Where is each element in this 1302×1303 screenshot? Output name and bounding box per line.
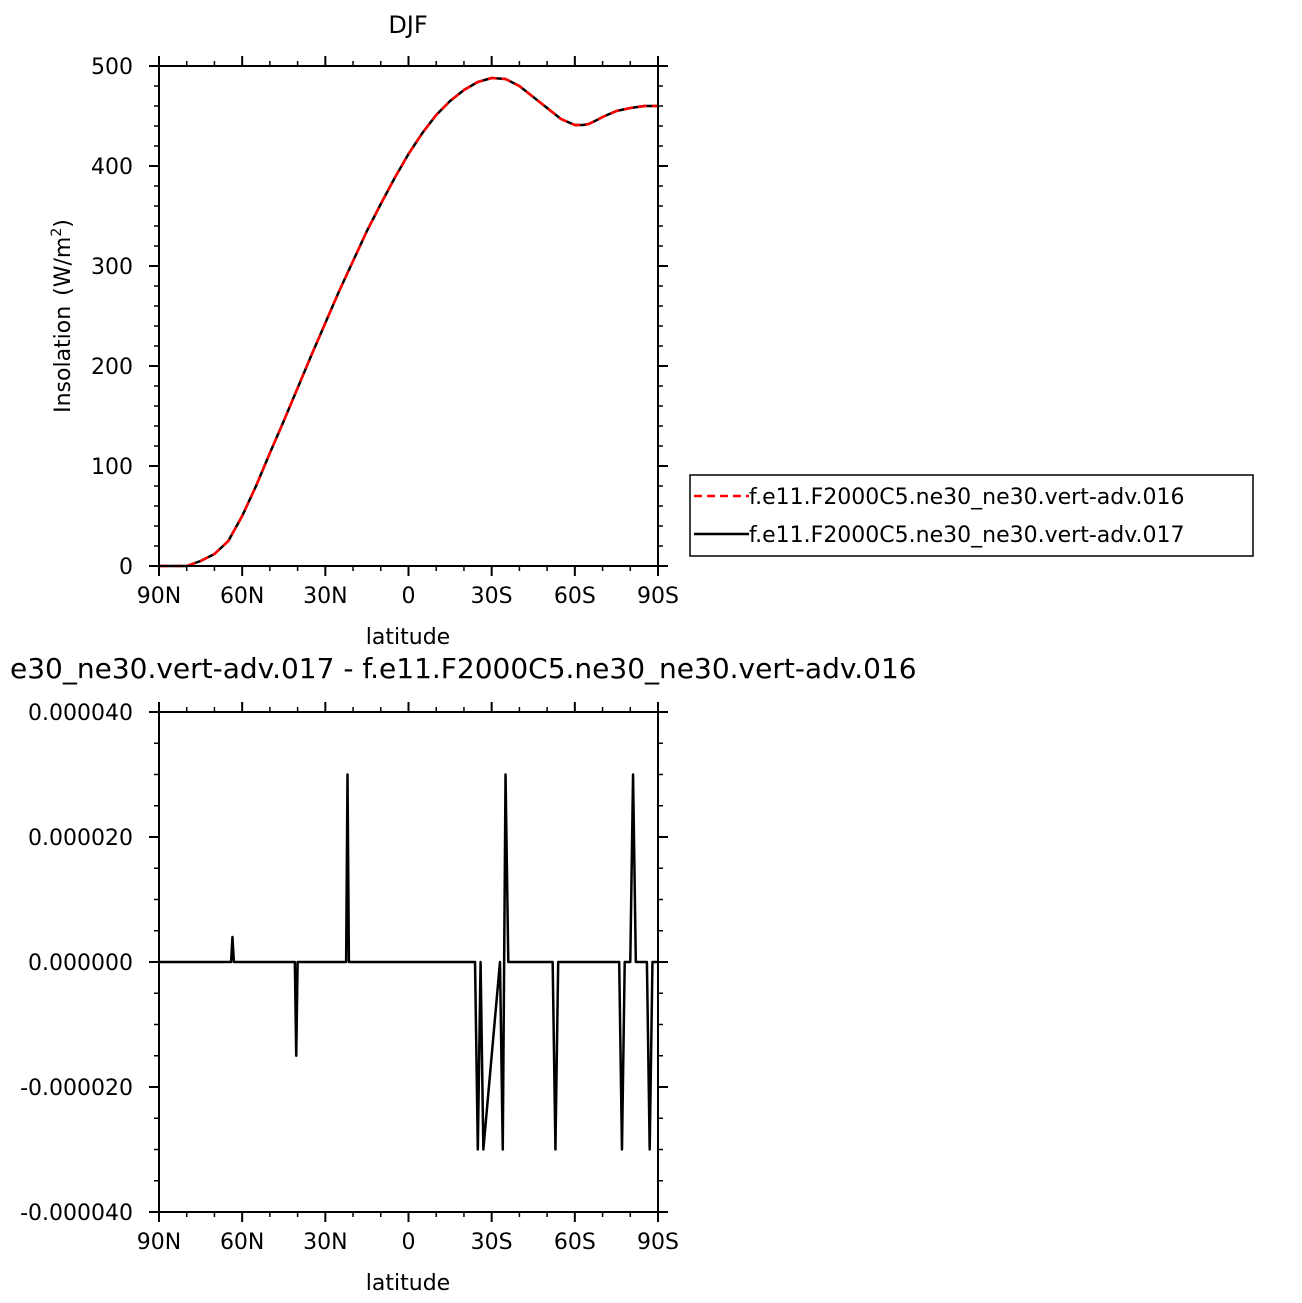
x-tick-label: 90S: [637, 1230, 679, 1255]
y-axis-label-name: Insolation: [51, 306, 76, 413]
top-y-tick-labels: 0 100 200 300 400 500: [91, 55, 133, 580]
bottom-series-group: [159, 773, 658, 1151]
top-y-axis-label: Insolation (W/m2): [49, 219, 76, 413]
y-axis-label-units-close: ): [51, 219, 76, 228]
y-tick-label: 0: [119, 555, 133, 580]
insolation-panel: DJF 90N 60N 30N 0 30S 60S 90S 0 100 200 300 400 500…: [49, 11, 679, 650]
y-tick-label: 0.000020: [28, 826, 133, 851]
series-line: [159, 773, 658, 1151]
y-tick-label: -0.000040: [20, 1201, 133, 1226]
legend: f.e11.F2000C5.ne30_ne30.vert-adv.016 f.e…: [689, 474, 1254, 557]
series-line: [159, 76, 658, 568]
top-plot-frame: [158, 65, 659, 567]
top-chart-title: DJF: [388, 11, 427, 39]
legend-box: [689, 474, 1254, 557]
x-tick-label: 90N: [137, 1230, 181, 1255]
x-tick-label: 90S: [637, 584, 679, 609]
top-x-tick-labels: 90N 60N 30N 0 30S 60S 90S: [137, 584, 679, 609]
x-tick-label: 0: [402, 584, 416, 609]
legend-label-016: f.e11.F2000C5.ne30_ne30.vert-adv.016: [749, 485, 1185, 510]
x-tick-label: 60N: [220, 584, 264, 609]
bottom-x-axis-label: latitude: [366, 1271, 450, 1296]
legend-label-017: f.e11.F2000C5.ne30_ne30.vert-adv.017: [749, 523, 1185, 548]
top-series-group: [159, 76, 658, 568]
series-line: [159, 76, 658, 568]
top-x-axis-label: latitude: [366, 625, 450, 650]
y-tick-label: -0.000020: [20, 1076, 133, 1101]
x-tick-label: 60N: [220, 1230, 264, 1255]
y-axis-label-units: (W/m: [51, 237, 76, 296]
bottom-x-tick-labels: 90N 60N 30N 0 30S 60S 90S: [137, 1230, 679, 1255]
x-tick-label: 30N: [303, 1230, 347, 1255]
y-tick-label: 200: [91, 355, 133, 380]
x-tick-label: 0: [402, 1230, 416, 1255]
x-tick-label: 30S: [471, 1230, 513, 1255]
y-axis-label-units-superscript: 2: [49, 228, 65, 237]
difference-panel: e30_ne30.vert-adv.017 - f.e11.F2000C5.ne…: [10, 652, 917, 1296]
y-tick-label: 300: [91, 255, 133, 280]
bottom-plot-frame: [158, 711, 659, 1213]
y-tick-label: 400: [91, 155, 133, 180]
bottom-y-tick-labels: -0.000040 -0.000020 0.000000 0.000020 0.0000…: [20, 701, 133, 1226]
x-tick-label: 60S: [554, 584, 596, 609]
x-tick-label: 90N: [137, 584, 181, 609]
x-tick-label: 30S: [471, 584, 513, 609]
bottom-chart-title: e30_ne30.vert-adv.017 - f.e11.F2000C5.ne…: [10, 652, 917, 685]
x-tick-label: 60S: [554, 1230, 596, 1255]
y-tick-label: 0.000040: [28, 701, 133, 726]
x-tick-label: 30N: [303, 584, 347, 609]
y-tick-label: 0.000000: [28, 951, 133, 976]
y-tick-label: 500: [91, 55, 133, 80]
y-tick-label: 100: [91, 455, 133, 480]
top-ticks: [149, 56, 668, 576]
